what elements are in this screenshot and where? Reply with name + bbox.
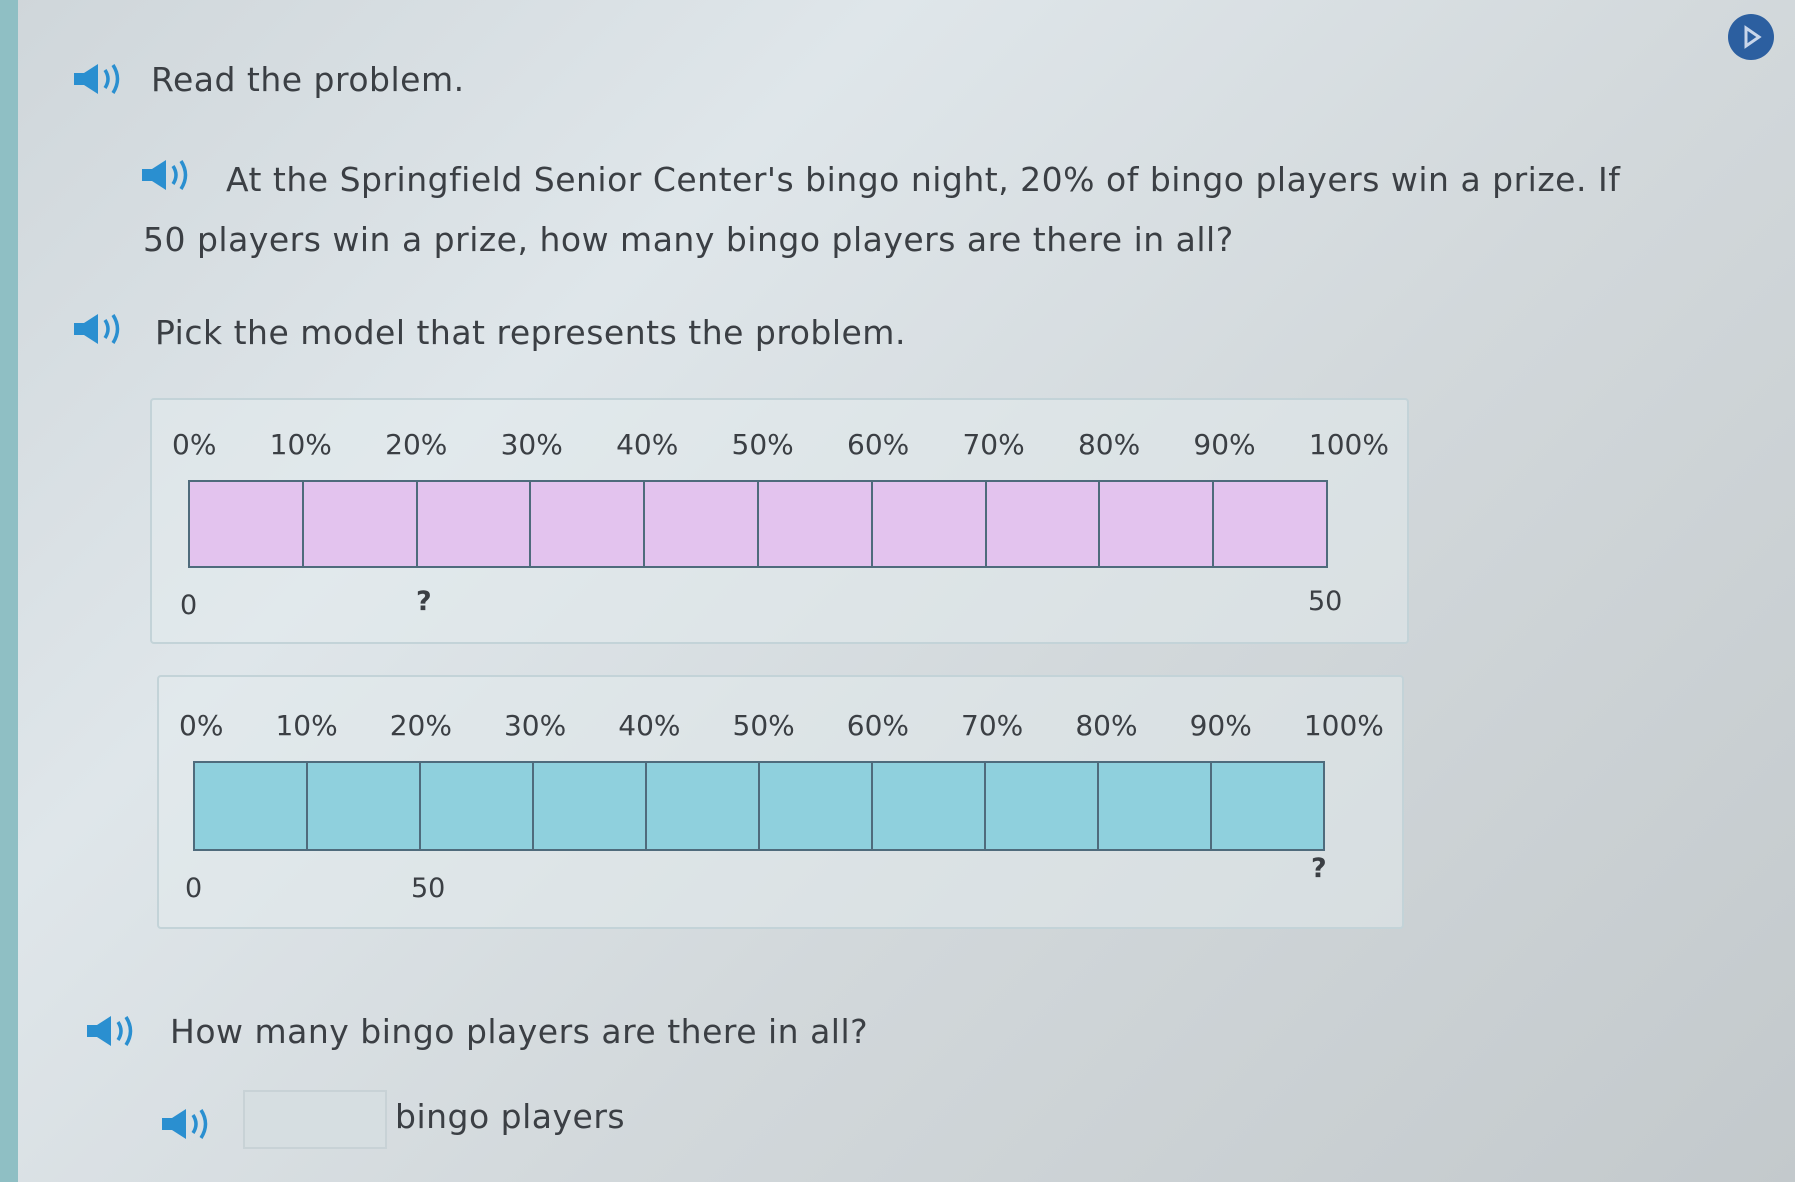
- speaker-icon[interactable]: [85, 1014, 137, 1048]
- question-text: How many bingo players are there in all?: [170, 1012, 869, 1051]
- pct-label: 60%: [847, 428, 910, 461]
- pct-label: 0%: [172, 428, 217, 461]
- pct-label: 90%: [1189, 709, 1252, 742]
- percent-labels: 0% 10% 20% 30% 40% 50% 60% 70% 80% 90% 100%: [159, 709, 1402, 742]
- pct-label: 70%: [961, 709, 1024, 742]
- answer-input[interactable]: [243, 1090, 387, 1149]
- pct-label: 50%: [732, 709, 795, 742]
- pct-label: 20%: [385, 428, 448, 461]
- left-edge-strip: [0, 0, 18, 1182]
- pct-label: 40%: [618, 709, 681, 742]
- problem-line-1: At the Springfield Senior Center's bingo…: [226, 160, 1621, 199]
- pct-label: 80%: [1077, 428, 1141, 461]
- pct-label: 100%: [1303, 709, 1384, 742]
- value-label-end: 50: [1308, 586, 1343, 617]
- model-option-a[interactable]: 0% 10% 20% 30% 40% 50% 60% 70% 80% 90% 100% 0 ? 50: [150, 398, 1409, 644]
- pct-label: 40%: [616, 428, 679, 461]
- pct-label: 30%: [500, 428, 563, 461]
- pct-label: 20%: [389, 709, 452, 742]
- pick-instruction: Pick the model that represents the probl…: [155, 313, 906, 352]
- value-label-zero: 0: [180, 590, 198, 621]
- value-label-unknown: ?: [1311, 853, 1327, 884]
- pct-label: 50%: [731, 428, 794, 461]
- pct-label: 10%: [269, 428, 332, 461]
- speaker-icon[interactable]: [140, 158, 192, 192]
- speaker-icon[interactable]: [72, 312, 124, 346]
- pct-label: 60%: [846, 709, 910, 742]
- value-label-zero: 0: [185, 873, 203, 904]
- speaker-icon[interactable]: [72, 62, 124, 96]
- tape-bar: [193, 761, 1325, 851]
- read-instruction: Read the problem.: [151, 60, 465, 99]
- problem-line-2: 50 players win a prize, how many bingo p…: [143, 220, 1234, 259]
- pct-label: 100%: [1308, 428, 1389, 461]
- speaker-icon[interactable]: [160, 1107, 212, 1141]
- tape-bar: [188, 480, 1328, 568]
- pct-label: 90%: [1193, 428, 1256, 461]
- value-label-tenth: 50: [411, 873, 446, 904]
- pct-label: 10%: [275, 709, 338, 742]
- value-label-unknown: ?: [416, 586, 432, 617]
- model-option-b[interactable]: 0% 10% 20% 30% 40% 50% 60% 70% 80% 90% 100% 0 50 ?: [157, 675, 1404, 929]
- pct-label: 0%: [179, 709, 224, 742]
- play-circle-icon[interactable]: [1728, 14, 1774, 60]
- pct-label: 80%: [1075, 709, 1138, 742]
- answer-unit: bingo players: [395, 1097, 626, 1136]
- pct-label: 30%: [503, 709, 567, 742]
- percent-labels: 0% 10% 20% 30% 40% 50% 60% 70% 80% 90% 100%: [152, 428, 1407, 461]
- pct-label: 70%: [962, 428, 1025, 461]
